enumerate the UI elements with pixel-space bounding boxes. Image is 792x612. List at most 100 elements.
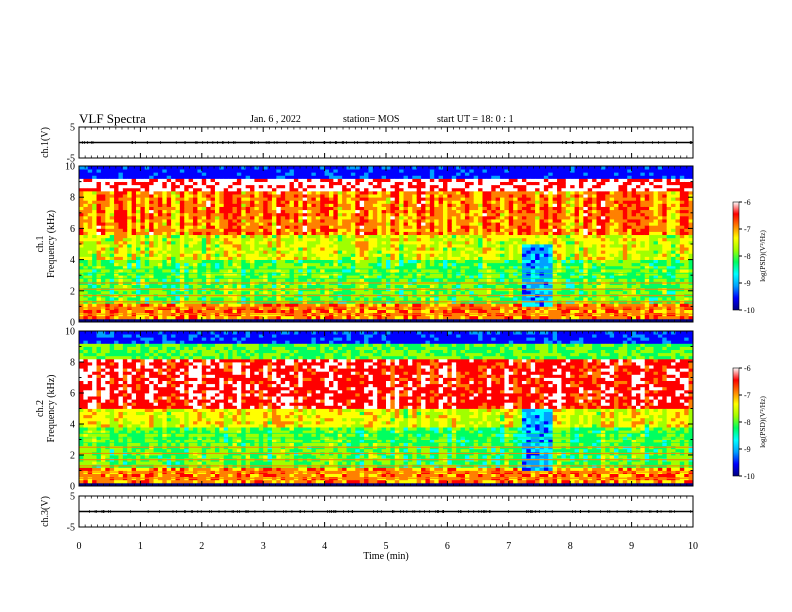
- spectrogram-cell: [96, 297, 102, 301]
- spectrogram-cell: [228, 244, 233, 248]
- spectrogram-cell: [201, 172, 207, 176]
- spectrogram-cell: [399, 275, 404, 279]
- spectrogram-cell: [346, 190, 352, 195]
- spectrogram-cell: [337, 240, 343, 245]
- spectrogram-cell: [118, 219, 124, 223]
- spectrogram-cell: [87, 175, 93, 179]
- spectrogram-cell: [140, 253, 146, 257]
- spectrogram-cell: [456, 187, 461, 192]
- spectrogram-cell: [381, 297, 387, 301]
- spectrogram-cell: [337, 253, 343, 257]
- spectrogram-cell: [214, 181, 220, 186]
- spectrogram-cell: [377, 200, 383, 204]
- spectrogram-cell: [206, 190, 211, 195]
- spectrogram-cell: [83, 262, 89, 267]
- spectrogram-cell: [364, 166, 369, 170]
- spectrogram-cell: [293, 262, 299, 267]
- spectrogram-cell: [236, 237, 242, 242]
- spectrogram-cell: [197, 225, 203, 229]
- spectrogram-cell: [136, 212, 141, 217]
- spectrogram-cell: [267, 297, 273, 301]
- spectrogram-cell: [368, 212, 374, 217]
- spectrogram-cell: [350, 190, 356, 195]
- spectrogram-cell: [478, 290, 483, 295]
- spectrogram-cell: [342, 206, 347, 211]
- spectrogram-cell: [364, 184, 369, 189]
- spectrogram-cell: [403, 219, 409, 223]
- spectrogram-cell: [403, 222, 409, 226]
- spectrogram-cell: [451, 175, 457, 179]
- spectrogram-cell: [232, 222, 238, 226]
- spectrogram-cell: [157, 178, 163, 182]
- spectrogram-cell: [267, 187, 273, 192]
- spectrogram-cell: [478, 275, 483, 279]
- spectrogram-cell: [127, 169, 133, 173]
- spectrogram-cell: [179, 209, 185, 214]
- spectrogram-cell: [114, 215, 119, 220]
- spectrogram-cell: [381, 244, 387, 248]
- spectrogram-cell: [276, 275, 282, 279]
- spectrogram-cell: [201, 219, 207, 223]
- spectrogram-cell: [425, 275, 431, 279]
- spectrogram-cell: [280, 197, 286, 201]
- spectrogram-cell: [188, 265, 194, 270]
- spectrogram-cell: [140, 194, 146, 198]
- spectrogram-cell: [416, 187, 422, 192]
- spectrogram-cell: [416, 194, 422, 198]
- spectrogram-cell: [114, 244, 119, 248]
- spectrogram-cell: [464, 206, 470, 211]
- spectrogram-cell: [328, 253, 334, 257]
- spectrogram-cell: [105, 212, 111, 217]
- spectrogram-cell: [136, 303, 141, 307]
- spectrogram-cell: [403, 237, 409, 242]
- spectrogram-cell: [289, 187, 295, 192]
- spectrogram-cell: [377, 265, 383, 270]
- spectrogram-cell: [149, 284, 154, 289]
- spectrogram-cell: [307, 228, 312, 232]
- spectrogram-cell: [105, 253, 111, 257]
- spectrogram-cell: [364, 206, 369, 211]
- spectrogram-cell: [342, 231, 347, 236]
- spectrogram-cell: [320, 265, 325, 270]
- spectrogram-cell: [276, 253, 282, 257]
- spectrogram-cell: [298, 225, 304, 229]
- spectrogram-cell: [175, 265, 181, 270]
- spectrogram-cell: [271, 203, 277, 207]
- spectrogram-cell: [258, 237, 264, 242]
- spectrogram-cell: [271, 237, 277, 242]
- spectrogram-cell: [372, 209, 378, 214]
- spectrogram-cell: [421, 284, 426, 289]
- spectrogram-cell: [399, 244, 404, 248]
- spectrogram-cell: [469, 240, 475, 245]
- spectrogram-cell: [96, 175, 102, 179]
- spectrogram-cell: [179, 215, 185, 220]
- spectrogram-cell: [83, 290, 89, 295]
- spectrogram-cell: [390, 234, 396, 239]
- spectrogram-cell: [482, 275, 488, 279]
- spectrogram-cell: [381, 231, 387, 236]
- spectrogram-cell: [263, 265, 268, 270]
- spectrogram-cell: [412, 284, 418, 289]
- spectrogram-cell: [302, 194, 308, 198]
- spectrogram-cell: [473, 237, 479, 242]
- spectrogram-cell: [482, 297, 488, 301]
- spectrogram-cell: [337, 166, 343, 170]
- spectrogram-cell: [245, 250, 251, 254]
- spectrogram-cell: [197, 197, 203, 201]
- spectrogram-cell: [386, 290, 391, 295]
- spectrogram-cell: [232, 166, 238, 170]
- spectrogram-cell: [350, 284, 356, 289]
- spectrogram-cell: [201, 215, 207, 220]
- spectrogram-cell: [254, 178, 260, 182]
- spectrogram-cell: [206, 194, 211, 198]
- spectrogram-cell: [206, 234, 211, 239]
- spectrogram-cell: [219, 268, 225, 273]
- spectrogram-cell: [92, 212, 97, 217]
- spectrogram-cell: [114, 197, 119, 201]
- spectrogram-cell: [83, 203, 89, 207]
- spectrogram-cell: [307, 184, 312, 189]
- spectrogram-cell: [197, 259, 203, 264]
- spectrogram-cell: [416, 278, 422, 282]
- spectrogram-cell: [144, 259, 150, 264]
- spectrogram-cell: [131, 219, 137, 223]
